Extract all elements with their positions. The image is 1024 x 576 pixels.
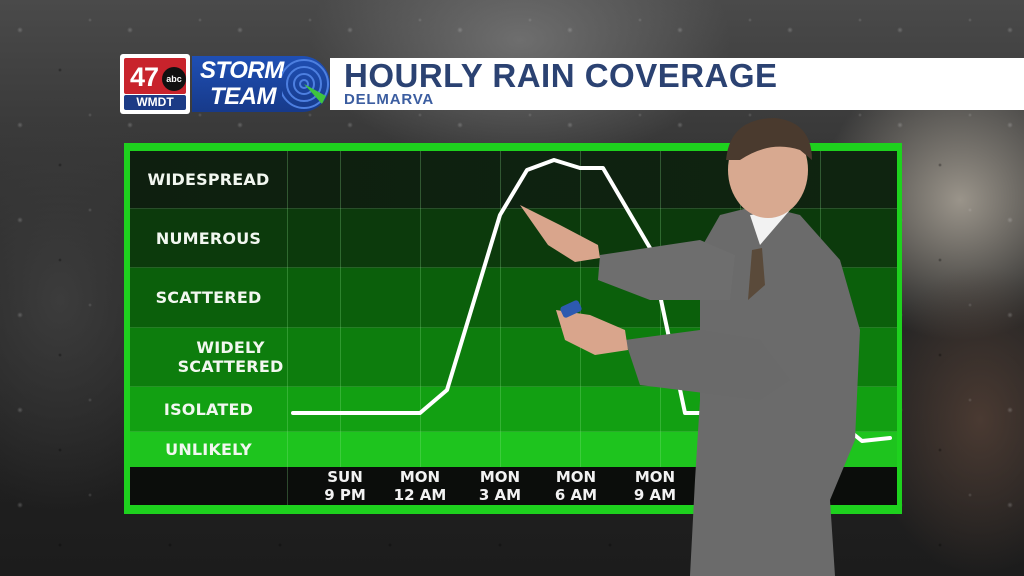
wmdt-logo: 47 abc WMDT <box>120 54 190 114</box>
title-banner <box>330 58 1024 110</box>
abc-network-icon: abc <box>162 67 186 91</box>
station-logo: 47 abc WMDT STORM TEAM <box>120 54 332 114</box>
row-label: WIDELY SCATTERED <box>177 338 284 376</box>
channel-number: 47 <box>130 62 159 92</box>
radar-icon <box>282 59 329 109</box>
page-title: HOURLY RAIN COVERAGE <box>344 57 778 94</box>
callsign: WMDT <box>124 95 186 110</box>
row-label: UNLIKELY <box>165 440 252 459</box>
x-tick: MON 9 AM <box>633 468 677 504</box>
axis-divider <box>287 467 288 505</box>
storm-team-logo: STORM TEAM <box>192 56 330 112</box>
gridline <box>287 151 288 467</box>
x-tick: MON 6 AM <box>554 468 598 504</box>
rain-coverage-chart: WIDESPREAD NUMEROUS SCATTERED WIDELY SCA… <box>130 151 897 505</box>
page-subtitle: DELMARVA <box>344 91 435 108</box>
rain-coverage-line <box>291 158 892 443</box>
gridline <box>340 151 341 467</box>
row-label: NUMEROUS <box>155 228 262 248</box>
brand-line-2: TEAM <box>210 83 277 110</box>
gridline <box>500 151 501 467</box>
x-tick: MON 3 AM <box>478 468 522 504</box>
gridline <box>660 151 661 467</box>
row-label: SCATTERED <box>155 288 262 307</box>
x-tick: SUN 9 PM <box>324 468 366 504</box>
x-tick: MON 12 AM <box>393 468 447 504</box>
gridline <box>420 151 421 467</box>
brand-line-1: STORM <box>200 57 284 84</box>
row-label: ISOLATED <box>163 399 254 419</box>
row-label: WIDESPREAD <box>147 170 270 189</box>
